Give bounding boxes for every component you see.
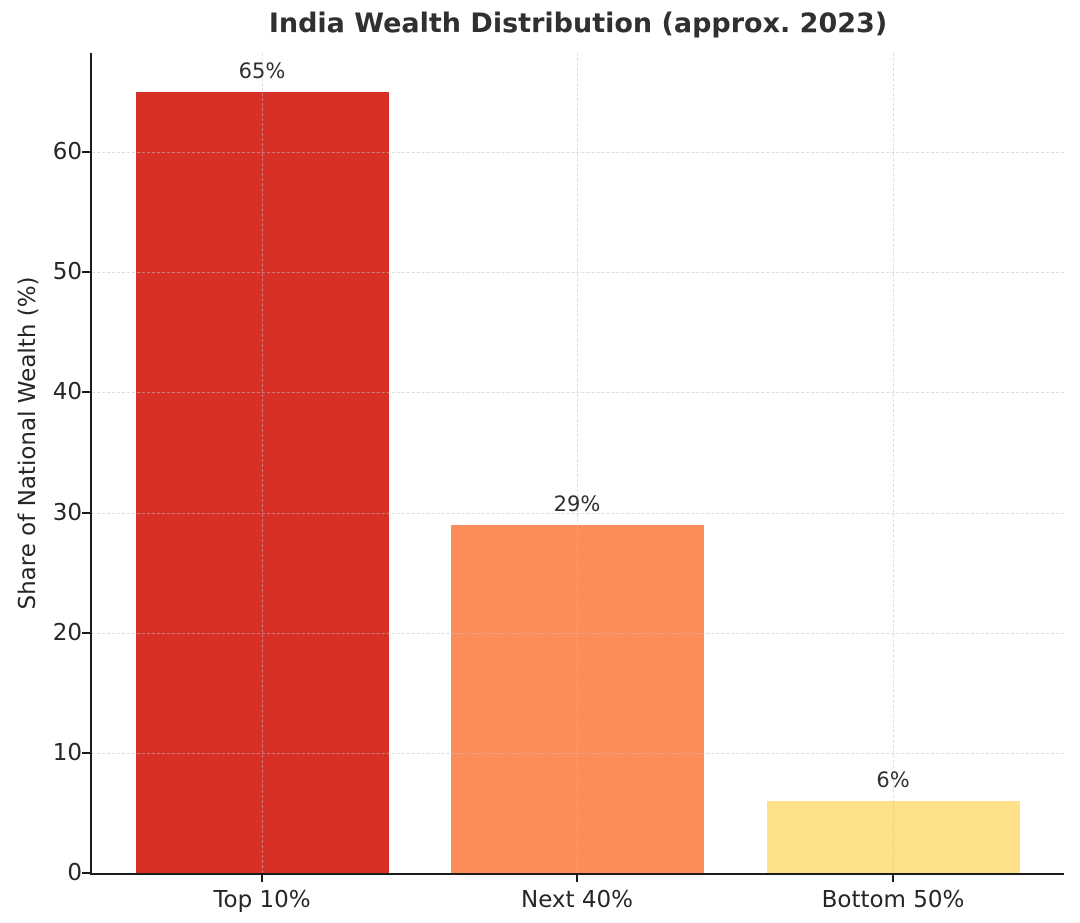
- gridline-horizontal: [92, 392, 1064, 394]
- bar-value-label: 6%: [876, 767, 910, 792]
- gridline-horizontal: [92, 752, 1064, 754]
- x-tick-mark: [892, 874, 894, 882]
- y-tick-mark: [82, 631, 90, 634]
- y-tick-mark: [82, 151, 90, 154]
- y-tick-label: 0: [67, 860, 82, 886]
- chart-title: India Wealth Distribution (approx. 2023): [268, 8, 888, 39]
- gridline-horizontal: [92, 512, 1064, 514]
- y-axis-spine: [90, 53, 92, 875]
- y-tick-label: 50: [52, 259, 82, 286]
- y-tick-label: 10: [52, 739, 82, 766]
- bar-value-label: 29%: [553, 491, 601, 516]
- x-tick-mark: [261, 874, 263, 882]
- gridline-vertical: [893, 53, 894, 873]
- y-tick-label: 30: [52, 499, 82, 526]
- x-tick-label: Next 40%: [520, 887, 633, 913]
- plot-area: 65% Top 10% 29% Next 40% 6% Bottom 50% 0 10 20 30…: [53, 53, 1064, 913]
- gridline-horizontal: [92, 152, 1064, 154]
- x-tick-label: Top 10%: [213, 887, 311, 913]
- y-tick-label: 40: [52, 379, 82, 406]
- y-tick-label: 60: [52, 139, 82, 166]
- gridline-horizontal: [92, 632, 1064, 634]
- gridline-vertical: [262, 53, 263, 873]
- gridline-horizontal: [92, 272, 1064, 274]
- y-tick-mark: [82, 872, 90, 874]
- y-tick-label: 20: [52, 619, 82, 646]
- y-tick-mark: [82, 511, 90, 514]
- y-tick-mark: [82, 271, 90, 274]
- bar-value-label: 65%: [238, 59, 286, 84]
- x-tick-label: Bottom 50%: [821, 887, 965, 913]
- x-tick-mark: [576, 874, 578, 882]
- gridline-vertical: [577, 53, 578, 873]
- y-tick-mark: [82, 751, 90, 754]
- y-tick-mark: [82, 391, 90, 394]
